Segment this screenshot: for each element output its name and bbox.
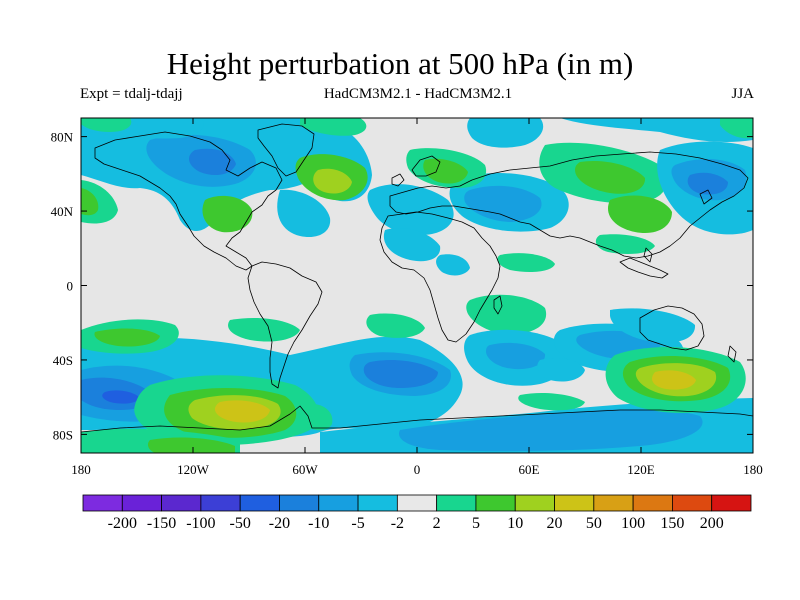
lon-tick-label: 180 <box>71 462 91 477</box>
colorbar-label: -2 <box>391 515 404 532</box>
plot-title: Height perturbation at 500 hPa (in m) <box>166 46 634 81</box>
season-label: JJA <box>731 86 754 102</box>
model-label: HadCM3M2.1 - HadCM3M2.1 <box>323 86 513 102</box>
lat-tick-label: 0 <box>67 279 74 294</box>
colorbar-swatch <box>239 494 280 512</box>
lon-tick-label: 180 <box>743 462 763 477</box>
colorbar-swatch <box>357 494 398 512</box>
colorbar-swatch <box>475 494 516 512</box>
lon-tick-label: 120E <box>627 462 655 477</box>
latitude-axis: 80N 40N 0 40S 80S <box>51 130 753 442</box>
colorbar-label: 100 <box>621 515 645 532</box>
colorbar-label: -10 <box>308 515 329 532</box>
contour-field-south <box>81 254 753 453</box>
experiment-label: Expt = tdalj-tdajj <box>80 86 183 102</box>
lon-tick-label: 120W <box>177 462 210 477</box>
colorbar-swatch <box>672 494 713 512</box>
contour-field-north <box>81 118 753 272</box>
colorbar-label: -200 <box>108 515 137 532</box>
colorbar-label: 2 <box>433 515 441 532</box>
colorbar-swatch <box>514 494 555 512</box>
colorbar-label: 200 <box>700 515 724 532</box>
lat-tick-label: 80S <box>53 427 73 442</box>
colorbar-label: -20 <box>269 515 290 532</box>
map-field <box>81 118 753 453</box>
lat-tick-label: 40S <box>53 353 73 368</box>
colorbar-swatch <box>82 494 123 512</box>
coastlines <box>81 123 753 433</box>
colorbar-swatch <box>161 494 202 512</box>
colorbar-label: 5 <box>472 515 480 532</box>
lon-tick-label: 60E <box>519 462 540 477</box>
colorbar-label: -5 <box>351 515 364 532</box>
lon-tick-label: 60W <box>292 462 318 477</box>
colorbar-swatch <box>396 494 438 512</box>
colorbar-label: 150 <box>660 515 684 532</box>
colorbar-swatch <box>200 494 241 512</box>
colorbar-swatch <box>318 494 359 512</box>
colorbar: -200 -150 -100 -50 -20 -10 -5 -2 2 5 10 20 50 100 150 2… <box>82 494 752 532</box>
colorbar-label: -50 <box>230 515 251 532</box>
colorbar-label: 50 <box>586 515 602 532</box>
colorbar-label: -100 <box>186 515 215 532</box>
colorbar-swatch <box>593 494 634 512</box>
lat-tick-label: 40N <box>51 204 74 219</box>
colorbar-swatch <box>711 494 752 512</box>
colorbar-swatch <box>554 494 595 512</box>
colorbar-swatch <box>632 494 673 512</box>
colorbar-swatch <box>121 494 162 512</box>
colorbar-swatch <box>436 494 477 512</box>
colorbar-label: 20 <box>547 515 563 532</box>
lat-tick-label: 80N <box>51 130 74 145</box>
colorbar-label: 10 <box>507 515 523 532</box>
colorbar-swatch <box>279 494 320 512</box>
colorbar-label: -150 <box>147 515 176 532</box>
longitude-axis: 180 120W 60W 0 60E 120E 180 <box>71 118 763 477</box>
lon-tick-label: 0 <box>414 462 421 477</box>
